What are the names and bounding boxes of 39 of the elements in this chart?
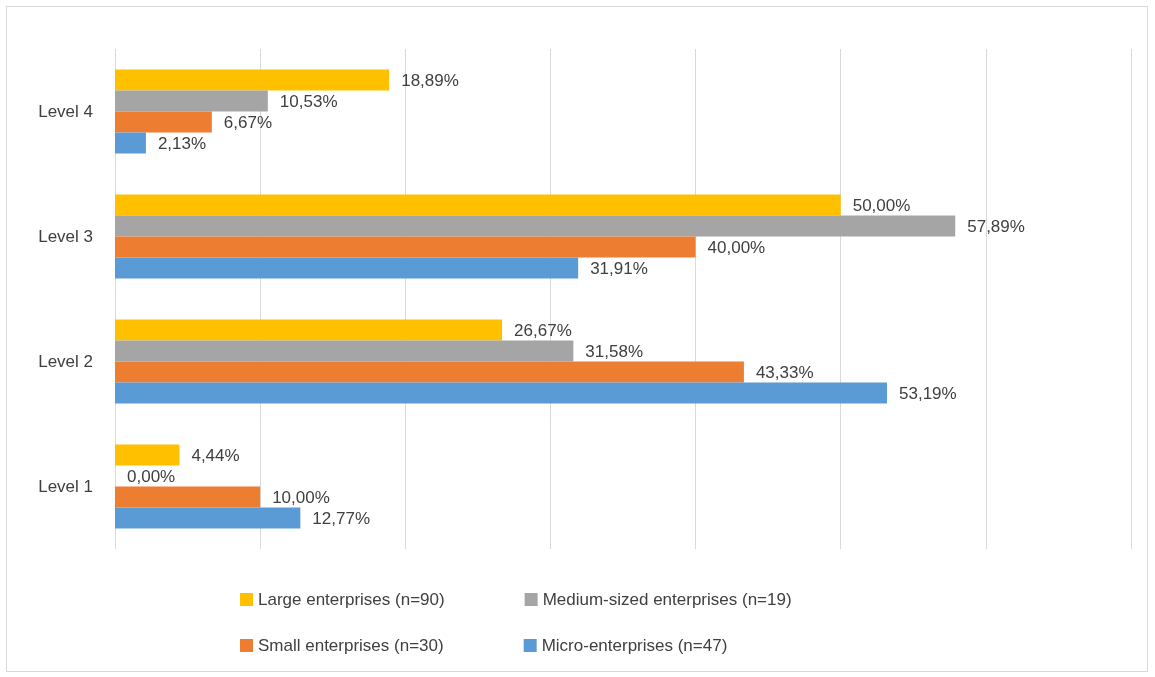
legend-label: Large enterprises (n=90) xyxy=(258,590,445,609)
data-label: 50,00% xyxy=(852,195,911,215)
bar xyxy=(115,382,888,404)
data-label: 10,53% xyxy=(279,91,338,111)
y-tick-label: Level 1 xyxy=(38,477,93,496)
bar xyxy=(115,90,268,112)
y-tick-label: Level 2 xyxy=(38,352,93,371)
data-label: 31,58% xyxy=(585,341,644,361)
y-tick-label: Level 3 xyxy=(38,227,93,246)
bar xyxy=(115,132,146,154)
legend-label: Micro-enterprises (n=47) xyxy=(541,636,728,655)
data-label: 12,77% xyxy=(312,508,371,528)
bar xyxy=(115,215,956,237)
bar xyxy=(115,340,574,362)
data-label: 43,33% xyxy=(755,362,814,382)
data-label: 57,89% xyxy=(967,216,1025,236)
data-label: 4,44% xyxy=(191,445,240,465)
data-label: 2,13% xyxy=(157,133,207,153)
bar xyxy=(115,444,180,466)
data-label: 31,91% xyxy=(590,258,648,278)
data-label: 53,19% xyxy=(899,383,957,403)
bar xyxy=(115,69,390,91)
data-label: 6,67% xyxy=(223,112,273,132)
bar xyxy=(115,486,261,508)
data-label: 18,89% xyxy=(401,70,459,90)
data-label: 0,00% xyxy=(127,466,176,486)
data-label: 26,67% xyxy=(514,320,572,340)
y-tick-label: Level 4 xyxy=(38,102,93,121)
bar xyxy=(115,361,744,383)
bar xyxy=(115,111,212,133)
bar xyxy=(115,319,503,341)
data-label: 40,00% xyxy=(707,237,766,257)
bar xyxy=(115,507,301,529)
bar xyxy=(115,194,841,216)
bar xyxy=(115,236,696,258)
legend-label: Small enterprises (n=30) xyxy=(258,636,444,655)
bar xyxy=(115,257,579,279)
data-label: 10,00% xyxy=(272,487,330,507)
legend-label: Medium-sized enterprises (n=19) xyxy=(542,590,792,609)
